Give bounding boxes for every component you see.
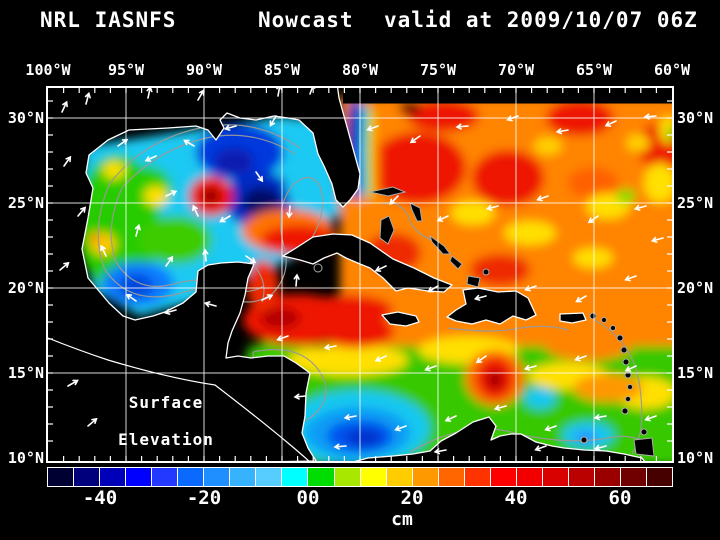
colorbar-segment-23 [647,468,673,486]
overlay-label-line1: Surface [129,393,203,412]
lat-label-left-15n: 15°N [7,364,44,382]
title-product: Nowcast [258,8,354,32]
lon-label-95w: 95°W [107,61,145,79]
lon-label-70w: 70°W [497,61,535,79]
colorbar-label--20: -20 [186,487,222,509]
colorbar-segment-18 [516,468,543,486]
lat-label-right-20n: 20°N [677,279,714,297]
colorbar-segment-20 [568,468,595,486]
land-hispaniola [446,287,537,325]
land-puerto-rico [559,312,587,324]
colorbar-segment-14 [412,468,439,486]
title-valid-time: valid at 2009/10/07 06Z [384,8,698,32]
colorbar-segment-4 [152,468,179,486]
colorbar-segment-11 [334,468,361,486]
colorbar-segment-2 [100,468,127,486]
map-plot: Surface Elevation [48,88,672,461]
colorbar-segment-5 [178,468,205,486]
axis-ticks [48,88,672,461]
lat-label-right-30n: 30°N [677,109,714,127]
overlay-label-line2: Elevation [118,430,214,449]
lat-label-right-15n: 15°N [677,364,714,382]
colorbar-segment-0 [48,468,75,486]
colorbar-label-40: 40 [504,487,528,509]
lon-label-60w: 60°W [653,61,691,79]
colorbar-segment-22 [621,468,648,486]
colorbar-segment-1 [74,468,101,486]
lat-label-right-25n: 25°N [677,194,714,212]
current-vector-arrows [59,88,664,455]
colorbar [47,467,673,487]
colorbar-segment-12 [360,468,387,486]
model-boundary-strip [343,88,672,104]
colorbar-segment-9 [282,468,309,486]
colorbar-segment-16 [464,468,491,486]
graticule-gridlines [48,88,672,461]
lon-label-80w: 80°W [341,61,379,79]
colorbar-label-60: 60 [608,487,632,509]
lat-label-right-10n: 10°N [677,449,714,467]
colorbar-segment-19 [542,468,569,486]
lon-label-65w: 65°W [575,61,613,79]
lon-label-75w: 75°W [419,61,457,79]
lat-label-left-30n: 30°N [7,109,44,127]
colorbar-segment-8 [256,468,283,486]
colorbar-segment-6 [204,468,231,486]
colorbar-units-label: cm [391,509,413,530]
colorbar-segment-3 [126,468,153,486]
colorbar-label--40: -40 [82,487,118,509]
colorbar-segment-17 [490,468,517,486]
colorbar-segment-7 [230,468,257,486]
land-south-america [354,416,646,461]
lon-label-85w: 85°W [263,61,301,79]
colorbar-segment-10 [308,468,335,486]
colorbar-label-20: 20 [400,487,424,509]
lat-label-left-10n: 10°N [7,449,44,467]
colorbar-label-00: 00 [296,487,320,509]
map-plot-frame: Surface Elevation [46,86,674,463]
small-islands [313,186,655,457]
colorbar-segment-21 [594,468,622,486]
lon-label-100w: 100°W [25,61,71,79]
lat-label-left-25n: 25°N [7,194,44,212]
land-jamaica [381,311,420,327]
pacific-coastline [48,337,310,461]
colorbar-segment-13 [386,468,413,486]
title-model: NRL IASNFS [40,8,177,32]
colorbar-segment-15 [438,468,465,486]
lon-label-90w: 90°W [185,61,223,79]
lat-label-left-20n: 20°N [7,279,44,297]
